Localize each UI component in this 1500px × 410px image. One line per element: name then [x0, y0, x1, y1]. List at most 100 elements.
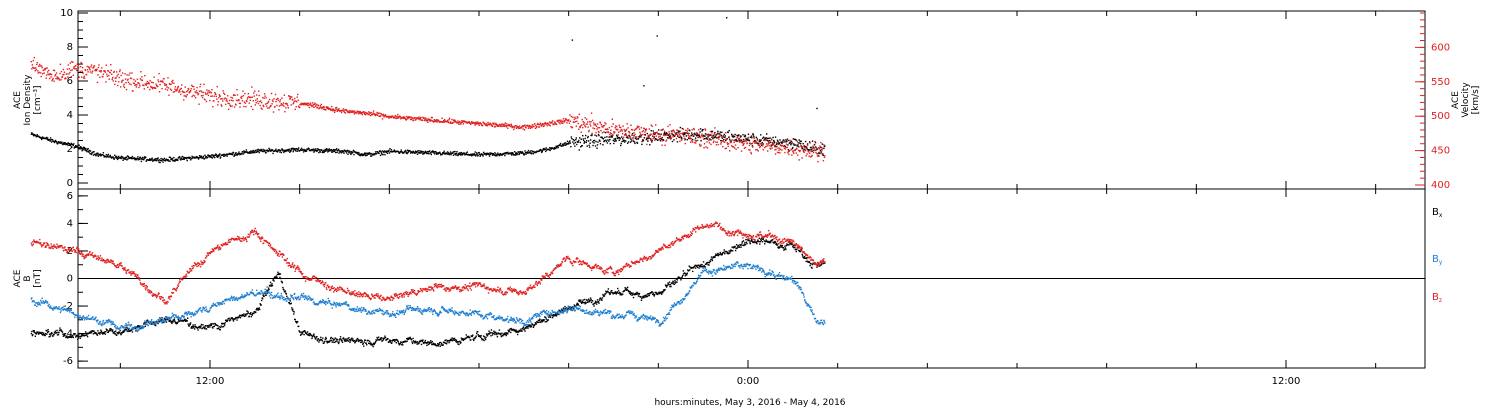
data-point [115, 155, 117, 158]
data-point [412, 151, 415, 153]
data-point [591, 119, 594, 122]
data-point [728, 143, 730, 145]
data-point [603, 140, 605, 143]
data-point [223, 155, 225, 157]
data-point [199, 326, 202, 328]
data-point [170, 321, 173, 324]
data-point [377, 336, 380, 338]
data-point [296, 150, 298, 152]
data-point [583, 122, 585, 124]
data-point [62, 333, 64, 335]
data-point [79, 337, 81, 340]
data-point [384, 114, 387, 116]
data-point [430, 152, 432, 154]
data-point [546, 320, 548, 323]
data-point [316, 335, 318, 338]
data-point [419, 118, 421, 121]
data-point [159, 161, 161, 164]
data-point [81, 334, 84, 336]
data-point [238, 152, 241, 155]
data-point [712, 137, 714, 140]
data-point [326, 107, 328, 110]
data-point [125, 158, 127, 160]
data-point [46, 71, 49, 73]
data-point [47, 328, 49, 331]
data-point [664, 144, 666, 146]
data-point [443, 118, 446, 121]
data-point [417, 117, 419, 119]
data-point [706, 141, 708, 143]
data-point [371, 113, 374, 116]
data-point [187, 156, 190, 159]
data-point [85, 332, 88, 335]
data-point [277, 271, 279, 273]
data-point [596, 299, 599, 301]
data-point [54, 73, 57, 76]
data-point [33, 67, 35, 69]
data-point [257, 148, 259, 151]
data-point [612, 293, 615, 295]
data-point [646, 143, 648, 146]
data-point [549, 147, 552, 149]
y-axis-label-line: [nT] [33, 269, 43, 287]
data-point [374, 341, 377, 343]
data-point [329, 107, 331, 110]
data-point [315, 105, 317, 107]
data-point [170, 89, 173, 91]
data-point [486, 125, 489, 127]
data-point [451, 118, 453, 121]
data-point [635, 128, 637, 130]
data-point [216, 155, 218, 157]
data-point [113, 158, 115, 160]
data-point [165, 321, 168, 323]
data-point [676, 141, 679, 143]
data-point [630, 140, 633, 142]
data-point [721, 254, 723, 256]
data-point [795, 248, 797, 251]
data-point [800, 146, 803, 148]
data-point [450, 339, 453, 341]
data-point [34, 67, 36, 69]
data-point [478, 122, 481, 125]
data-point [725, 139, 727, 142]
data-point [86, 148, 89, 151]
data-point [714, 134, 717, 136]
data-point [241, 95, 243, 98]
data-point [185, 157, 187, 159]
data-point [426, 344, 428, 347]
data-point [394, 114, 397, 117]
data-point [251, 314, 254, 316]
data-point [529, 326, 532, 328]
data-point [756, 240, 759, 243]
data-point [134, 158, 136, 161]
data-point [59, 72, 61, 75]
data-point [421, 152, 423, 154]
data-point [675, 137, 678, 140]
data-point [518, 127, 520, 130]
data-point [630, 128, 633, 131]
data-point [619, 294, 621, 296]
data-point [134, 327, 137, 330]
data-point [423, 119, 426, 122]
data-point [279, 101, 281, 103]
data-point [671, 129, 674, 132]
data-point [223, 324, 226, 326]
data-point [442, 151, 445, 154]
data-point [609, 132, 612, 134]
data-point [811, 263, 814, 266]
data-point [628, 134, 630, 137]
data-point [522, 326, 525, 328]
data-point [280, 151, 283, 154]
data-point [721, 253, 723, 255]
data-point [713, 133, 716, 135]
data-point [229, 319, 232, 321]
data-point [740, 135, 742, 137]
data-point [264, 292, 266, 295]
data-point [370, 111, 372, 114]
data-point [161, 317, 163, 319]
data-point [236, 153, 239, 156]
data-point [261, 297, 264, 300]
data-point [294, 149, 296, 151]
data-point [459, 340, 461, 343]
data-point [75, 145, 77, 147]
